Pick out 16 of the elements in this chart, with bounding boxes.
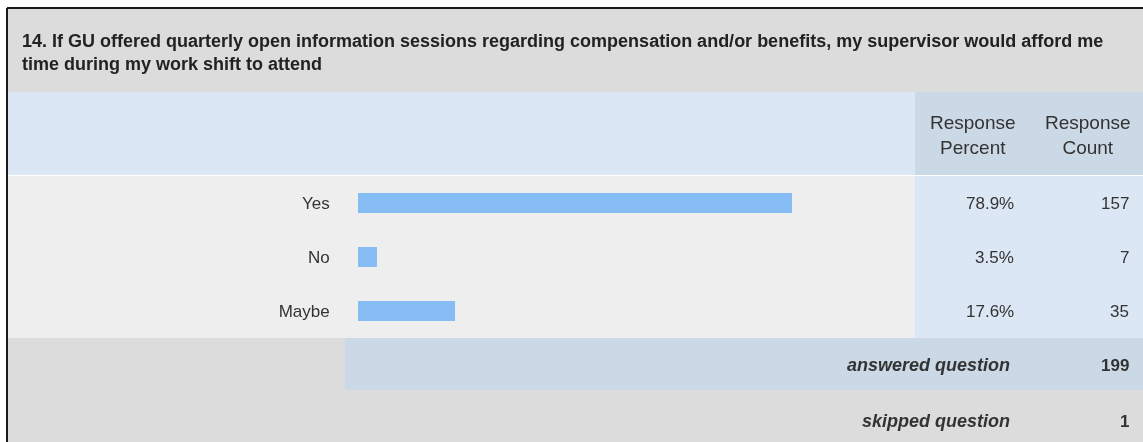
text: skipped question: [862, 411, 1011, 431]
text: 199: [1101, 356, 1130, 375]
data-label: 78.9%: [966, 194, 1015, 213]
text: 1: [1120, 412, 1130, 431]
text: Response Percent: [930, 112, 1016, 158]
text: 35: [1110, 302, 1129, 321]
y-tick-label: Maybe: [278, 301, 330, 321]
chart-title: 14. If GU offered quarterly open information sessions regarding compensation and/or benefits, my supervisor would afford me time during my work shift to attend: [22, 31, 1104, 75]
data-label: 17.6%: [966, 302, 1015, 321]
text: answered question: [847, 355, 1011, 375]
text: 157: [1101, 194, 1130, 213]
y-tick-label: No: [307, 247, 330, 267]
y-tick-label: Yes: [301, 193, 330, 213]
data-label: 3.5%: [975, 248, 1014, 267]
text: 7: [1120, 248, 1130, 267]
text: Response Count: [1045, 112, 1131, 158]
